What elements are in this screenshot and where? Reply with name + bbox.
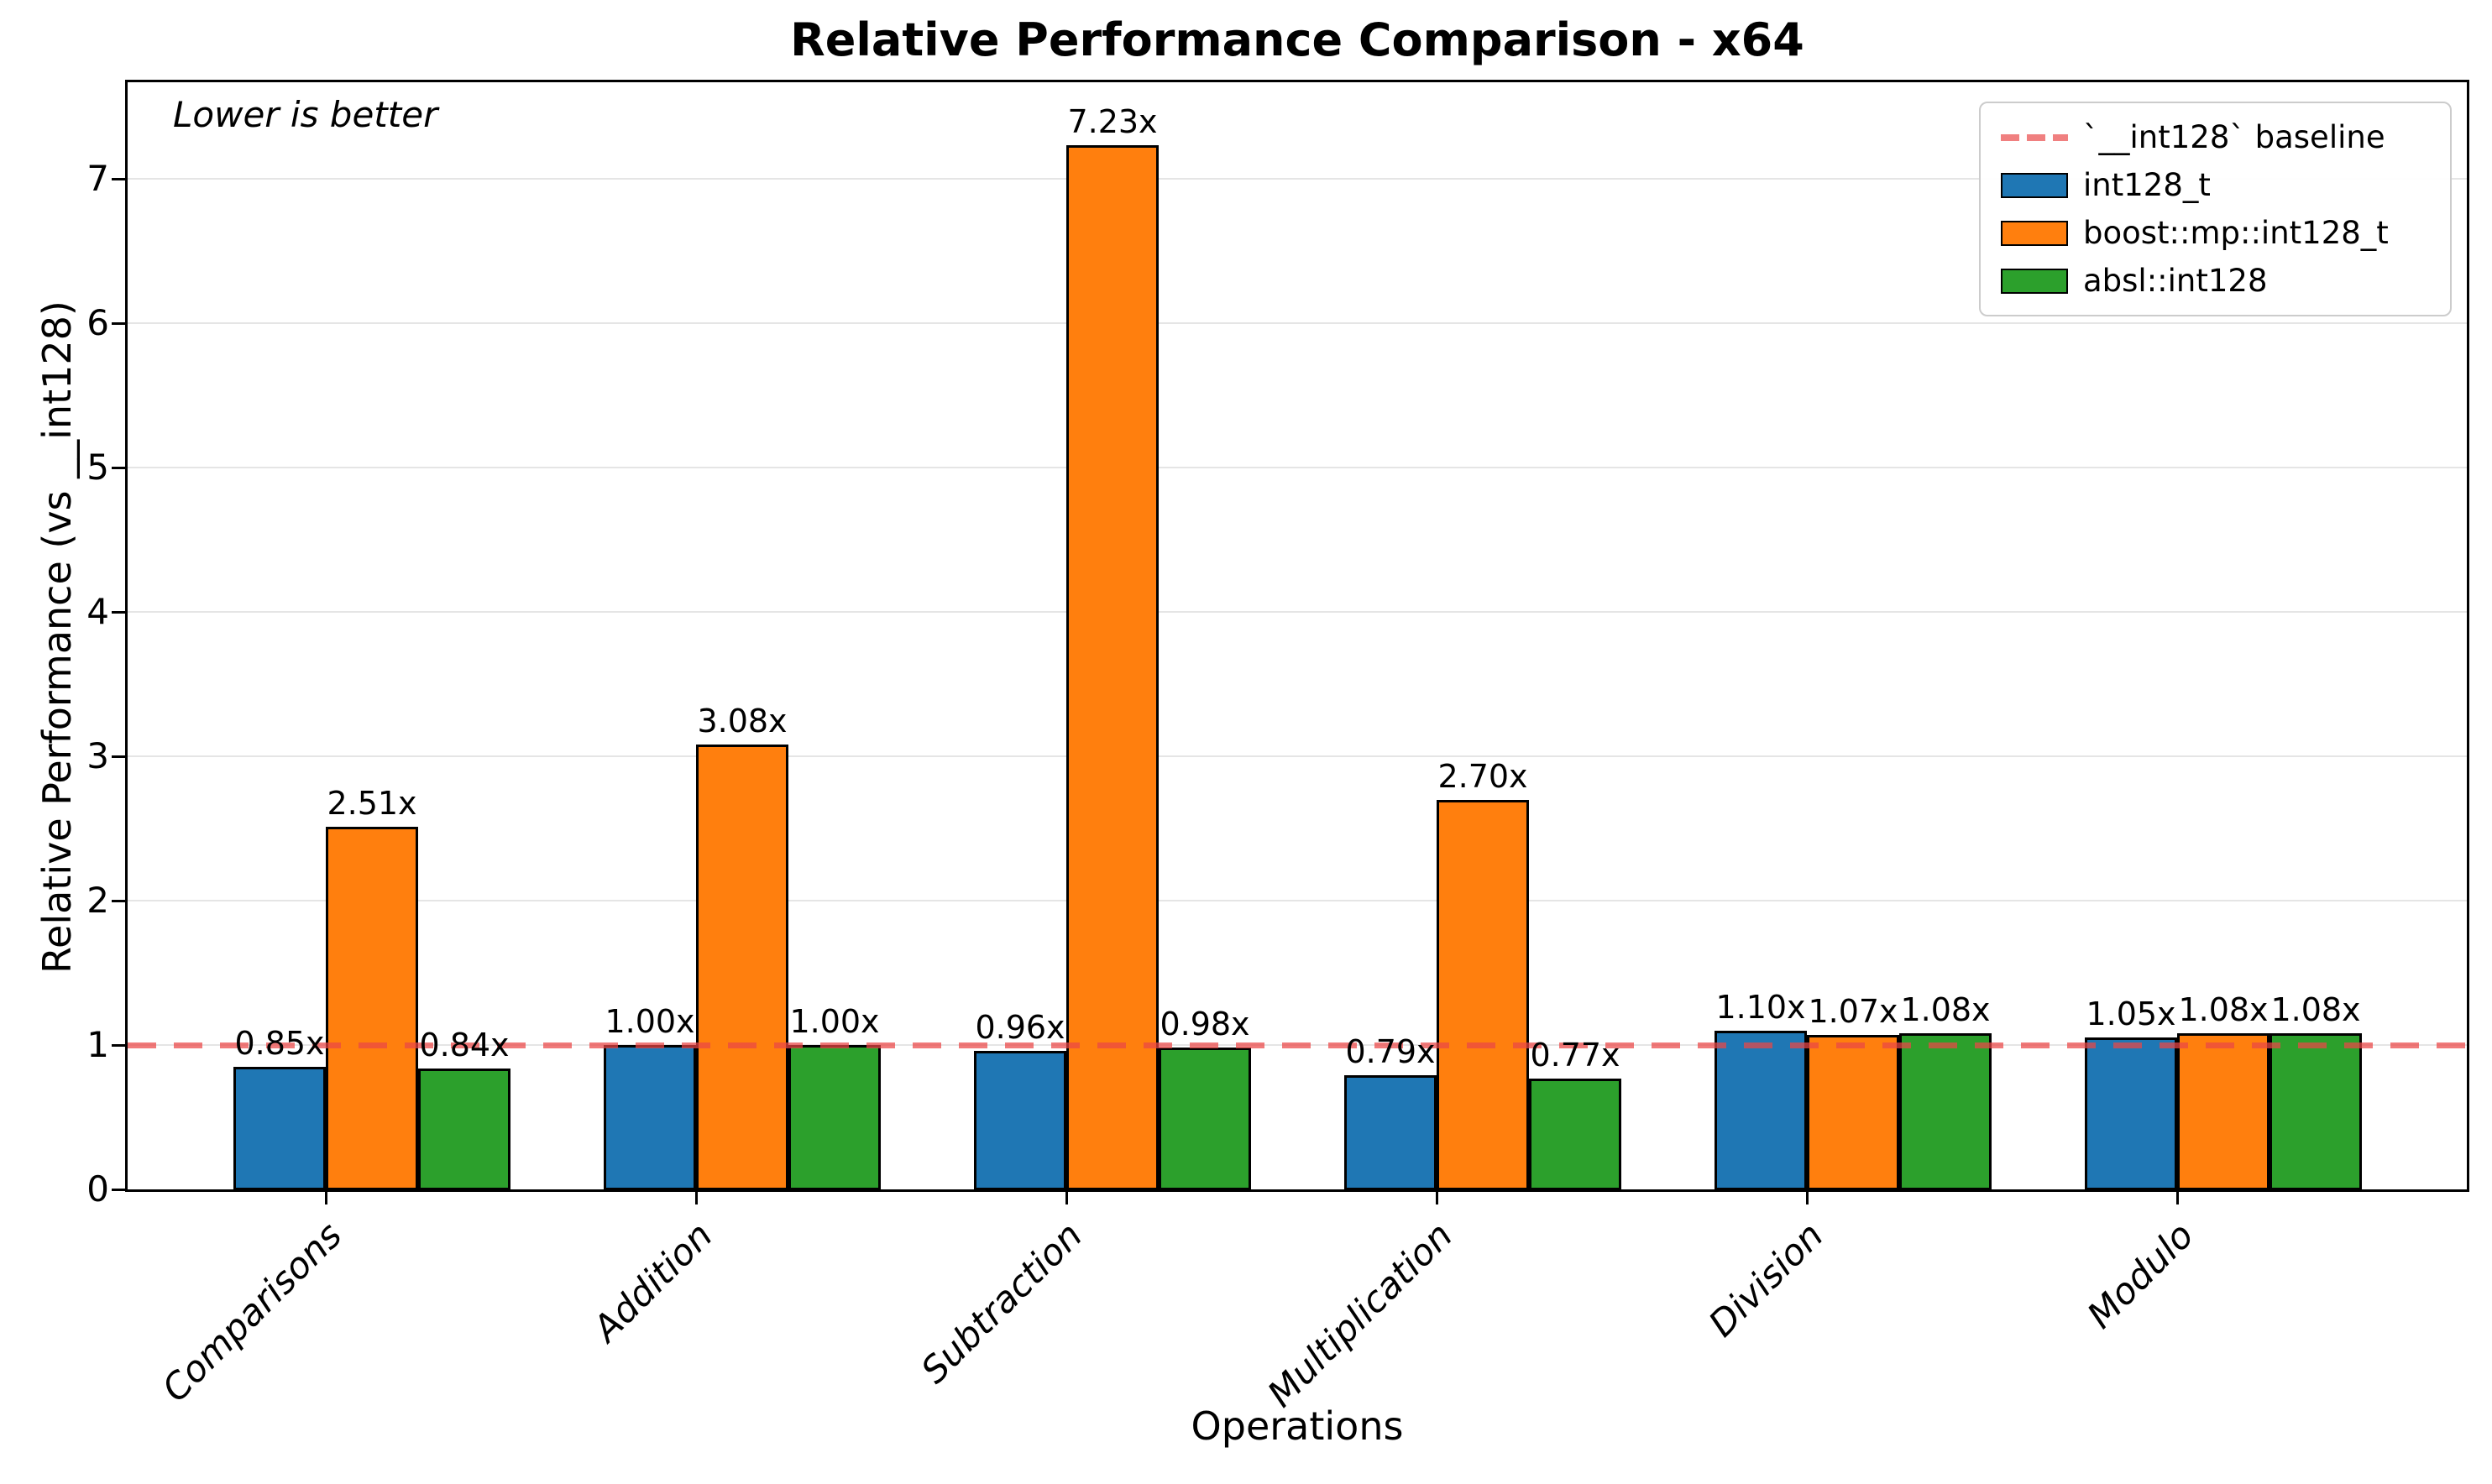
bar-int128_t-Addition [604, 1045, 696, 1190]
bar-absl::int128-Comparisons [418, 1068, 510, 1190]
bar-label-int128_t-Comparisons: 0.85x [234, 1024, 325, 1062]
bar-label-absl::int128-Addition: 1.00x [789, 1003, 880, 1040]
bar-label-int128_t-Division: 1.10x [1715, 988, 1806, 1026]
bar-label-int128_t-Modulo: 1.05x [2086, 995, 2176, 1033]
y-tick-2 [112, 899, 125, 902]
legend-label-3: absl::int128 [2083, 262, 2268, 299]
x-tick-Subtraction [1065, 1191, 1068, 1204]
bar-label-absl::int128-Multiplication: 0.77x [1530, 1036, 1620, 1074]
bar-int128_t-Comparisons [233, 1066, 326, 1190]
bar-boost::mp::int128_t-Division [1807, 1034, 1899, 1190]
y-tick-label-0: 0 [86, 1168, 109, 1210]
gridline-y-5 [128, 467, 2467, 468]
bar-boost::mp::int128_t-Subtraction [1066, 145, 1159, 1190]
bar-label-boost::mp::int128_t-Comparisons: 2.51x [327, 785, 417, 823]
bar-int128_t-Multiplication [1344, 1075, 1437, 1190]
bar-label-boost::mp::int128_t-Addition: 3.08x [697, 703, 788, 740]
x-tick-label-Subtraction: Subtraction [914, 1215, 1092, 1393]
legend-item-0: `__int128` baseline [2001, 119, 2430, 156]
y-tick-label-2: 2 [86, 880, 109, 921]
legend-color-patch [2001, 172, 2068, 198]
bar-boost::mp::int128_t-Modulo [2177, 1033, 2270, 1190]
legend-label-1: int128_t [2083, 166, 2211, 203]
bar-label-absl::int128-Comparisons: 0.84x [419, 1026, 510, 1063]
bar-int128_t-Subtraction [974, 1050, 1066, 1190]
bar-label-int128_t-Subtraction: 0.96x [975, 1008, 1065, 1046]
x-tick-Division [1805, 1191, 1809, 1204]
y-tick-label-5: 5 [86, 447, 109, 488]
bar-absl::int128-Division [1899, 1033, 1992, 1190]
x-tick-Modulo [2175, 1191, 2179, 1204]
bar-boost::mp::int128_t-Multiplication [1437, 799, 1529, 1190]
bar-label-absl::int128-Subtraction: 0.98x [1160, 1006, 1250, 1043]
bar-absl::int128-Subtraction [1159, 1048, 1251, 1190]
gridline-y-3 [128, 755, 2467, 757]
bar-label-int128_t-Addition: 1.00x [605, 1003, 695, 1040]
bar-label-boost::mp::int128_t-Division: 1.07x [1808, 992, 1898, 1030]
x-tick-Addition [694, 1191, 698, 1204]
y-tick-1 [112, 1043, 125, 1047]
bar-absl::int128-Addition [788, 1045, 881, 1190]
bar-label-boost::mp::int128_t-Multiplication: 2.70x [1437, 757, 1528, 795]
y-tick-label-6: 6 [86, 302, 109, 343]
y-tick-label-7: 7 [86, 158, 109, 199]
bar-label-absl::int128-Division: 1.08x [1900, 991, 1991, 1029]
x-tick-Multiplication [1435, 1191, 1438, 1204]
chart-title: Relative Performance Comparison - x64 [790, 13, 1804, 66]
y-tick-7 [112, 177, 125, 180]
legend-label-2: boost::mp::int128_t [2083, 214, 2389, 251]
x-tick-label-Division: Division [1700, 1215, 1832, 1346]
legend-item-1: int128_t [2001, 167, 2430, 204]
y-tick-6 [112, 321, 125, 325]
y-tick-0 [112, 1188, 125, 1191]
bar-label-boost::mp::int128_t-Modulo: 1.08x [2178, 991, 2269, 1029]
y-tick-label-3: 3 [86, 735, 109, 776]
y-tick-3 [112, 755, 125, 758]
y-tick-4 [112, 610, 125, 614]
bar-boost::mp::int128_t-Addition [696, 745, 788, 1190]
y-tick-label-4: 4 [86, 591, 109, 632]
x-tick-label-Comparisons: Comparisons [154, 1215, 351, 1411]
legend-label-0: `__int128` baseline [2083, 118, 2385, 155]
annotation-lower-is-better: Lower is better [173, 94, 438, 135]
legend-item-3: absl::int128 [2001, 263, 2430, 300]
x-axis-label: Operations [1191, 1403, 1404, 1449]
legend-item-2: boost::mp::int128_t [2001, 215, 2430, 252]
gridline-y-4 [128, 611, 2467, 613]
bar-absl::int128-Modulo [2270, 1033, 2362, 1190]
bar-label-boost::mp::int128_t-Subtraction: 7.23x [1067, 103, 1158, 141]
baseline-line [128, 1042, 2467, 1048]
bar-label-int128_t-Multiplication: 0.79x [1345, 1033, 1436, 1071]
gridline-y-6 [128, 322, 2467, 324]
gridline-y-7 [128, 178, 2467, 180]
bar-int128_t-Modulo [2085, 1037, 2177, 1190]
bar-int128_t-Division [1715, 1030, 1807, 1190]
legend-dashed-line-icon [2001, 133, 2068, 141]
y-tick-label-1: 1 [86, 1024, 109, 1065]
x-tick-label-Multiplication: Multiplication [1259, 1215, 1462, 1416]
x-tick-label-Addition: Addition [584, 1215, 721, 1351]
x-tick-Comparisons [324, 1191, 327, 1204]
y-tick-5 [112, 466, 125, 469]
bar-boost::mp::int128_t-Comparisons [326, 827, 418, 1190]
bar-absl::int128-Multiplication [1529, 1078, 1621, 1190]
legend-color-patch [2001, 268, 2068, 294]
gridline-y-2 [128, 900, 2467, 901]
x-tick-label-Modulo: Modulo [2079, 1215, 2202, 1337]
bar-label-absl::int128-Modulo: 1.08x [2270, 991, 2361, 1029]
legend-color-patch [2001, 220, 2068, 246]
